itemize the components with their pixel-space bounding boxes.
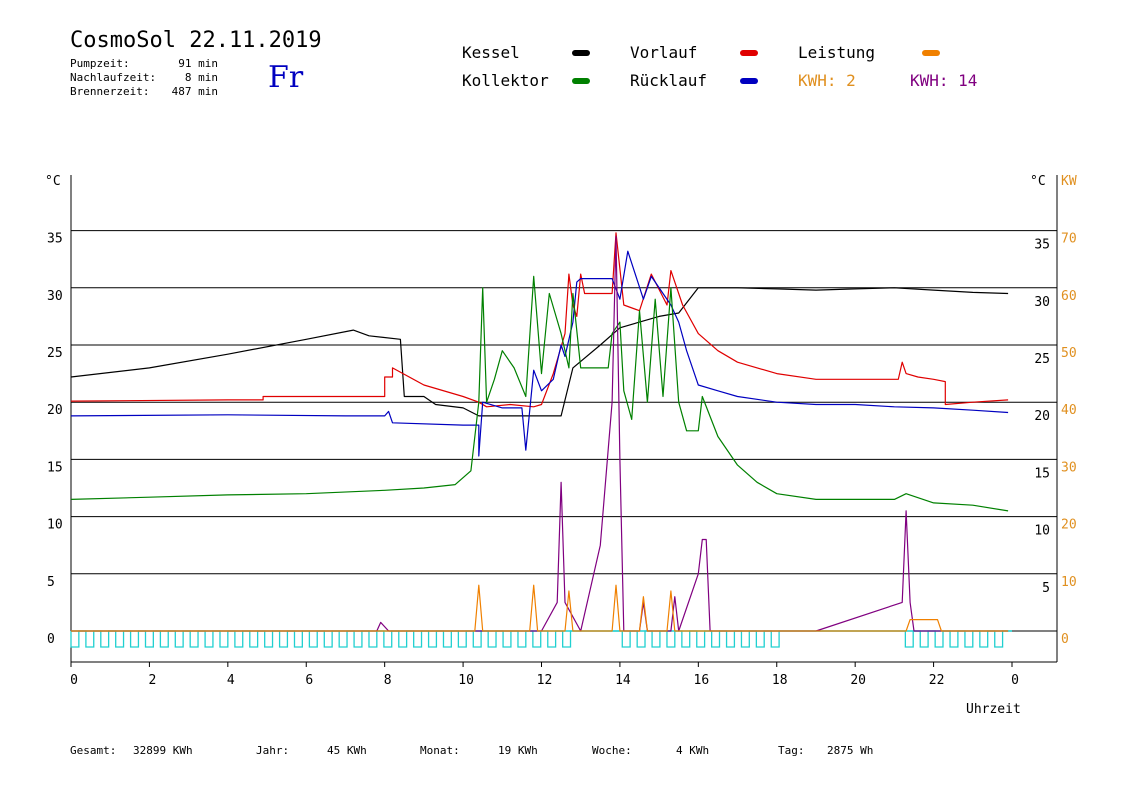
right-tick-label-kw: 10 [1061,575,1077,590]
legend-kwh-orange: KWH: 2 [798,71,856,90]
x-axis-label: Uhrzeit [966,702,1021,717]
x-tick-label: 6 [305,673,313,688]
pump-status-trace [70,630,1012,648]
series-kessel-line [70,287,1009,417]
series-r-cklauf-line [70,250,1009,457]
footer-woche-value: 4 KWh [676,744,710,757]
stat-nachlaufzeit-value: 8 min [184,71,218,84]
footer-monat-label: Monat: [420,744,460,757]
x-tick-label: 0 [70,673,78,688]
stat-pumpzeit-value: 91 min [178,57,218,70]
stat-nachlaufzeit-label: Nachlaufzeit: [70,71,157,84]
legend-leistung-swatch [922,50,940,56]
right-axis-unit-c: °C [1030,174,1046,189]
right-tick-label-kw: 0 [1061,632,1069,647]
right-tick-label-c: 35 [1034,238,1050,253]
legend-kollektor-swatch [572,78,590,84]
left-tick-label: 30 [47,289,63,304]
series-leistung-line [71,584,1009,632]
footer-gesamt-label: Gesamt: [70,744,117,757]
legend-kessel-label: Kessel [462,43,520,62]
legend-kessel-swatch [572,50,590,56]
left-tick-label: 0 [47,632,55,647]
right-tick-label-kw: 40 [1061,403,1077,418]
left-tick-label: 25 [47,346,63,361]
x-tick-label: 22 [929,673,945,688]
left-axis-unit: °C [45,174,61,189]
page-title: CosmoSol 22.11.2019 [70,28,322,53]
legend-ruecklauf-swatch [740,78,758,84]
legend-kollektor-label: Kollektor [462,71,549,90]
legend-vorlauf-label: Vorlauf [630,43,698,62]
x-tick-label: 20 [850,673,866,688]
x-tick-label: 12 [537,673,553,688]
footer-jahr-label: Jahr: [256,744,290,757]
left-tick-label: 35 [47,232,63,247]
right-tick-label-c: 5 [1042,581,1050,596]
footer-tag-label: Tag: [778,744,805,757]
footer-gesamt-value: 32899 KWh [133,744,193,757]
right-tick-label-c: 15 [1034,466,1050,481]
weekday-label: Fr [268,60,304,95]
right-tick-label-kw: 20 [1061,518,1077,533]
left-tick-label: 15 [47,460,63,475]
footer-tag-value: 2875 Wh [827,744,874,757]
stat-brennerzeit-value: 487 min [171,85,218,98]
stat-pumpzeit-label: Pumpzeit: [70,57,130,70]
x-tick-label: 18 [772,673,788,688]
footer-jahr-value: 45 KWh [327,744,367,757]
right-tick-label-c: 30 [1034,295,1050,310]
right-tick-label-kw: 60 [1061,289,1077,304]
series-kwh-14-line [71,235,1009,632]
x-tick-label: 2 [149,673,157,688]
footer-monat-value: 19 KWh [498,744,538,757]
stat-brennerzeit-label: Brennerzeit: [70,85,150,98]
series-vorlauf-line [70,232,1009,408]
legend-ruecklauf-label: Rücklauf [630,71,708,90]
right-axis-unit-kw: KW [1061,174,1077,189]
right-tick-label-kw: 50 [1061,346,1077,361]
footer-woche-label: Woche: [592,744,632,757]
right-tick-label-c: 10 [1034,524,1050,539]
right-tick-label-c: 20 [1034,409,1050,424]
series-kollektor-line [70,275,1009,512]
right-tick-label-c: 25 [1034,352,1050,367]
right-tick-label-kw: 70 [1061,232,1077,247]
x-tick-label: 0 [1011,673,1019,688]
legend-kwh-purple: KWH: 14 [910,71,978,90]
right-tick-label-kw: 30 [1061,460,1077,475]
x-tick-label: 8 [384,673,392,688]
x-tick-label: 4 [227,673,235,688]
left-tick-label: 20 [47,403,63,418]
legend-vorlauf-swatch [740,50,758,56]
x-tick-label: 10 [458,673,474,688]
x-tick-label: 14 [615,673,631,688]
legend-leistung-label: Leistung [798,43,876,62]
left-tick-label: 5 [47,575,55,590]
x-tick-label: 16 [694,673,710,688]
left-tick-label: 10 [47,518,63,533]
